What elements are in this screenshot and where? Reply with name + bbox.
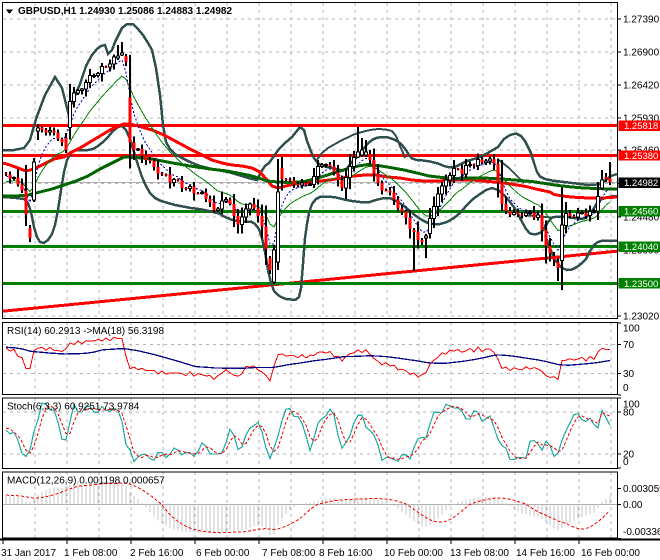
svg-text:1.24982: 1.24982: [624, 178, 658, 189]
svg-text:1.24560: 1.24560: [624, 207, 658, 218]
svg-text:0: 0: [623, 383, 629, 394]
svg-text:13 Feb 08:00: 13 Feb 08:00: [450, 548, 509, 559]
svg-text:1.23020: 1.23020: [623, 312, 660, 323]
svg-text:1.25818: 1.25818: [624, 121, 658, 132]
svg-text:2 Feb 16:00: 2 Feb 16:00: [130, 548, 184, 559]
svg-text:20: 20: [623, 449, 635, 460]
svg-text:RSI(14) 60.2913 ->MA(18) 56.3: RSI(14) 60.2913 ->MA(18) 56.3198: [7, 326, 164, 337]
svg-text:1.23500: 1.23500: [624, 279, 658, 290]
svg-text:100: 100: [623, 324, 640, 335]
svg-text:80: 80: [623, 408, 635, 419]
svg-text:1.24480: 1.24480: [623, 212, 660, 223]
svg-text:7 Feb 08:00: 7 Feb 08:00: [262, 548, 316, 559]
svg-text:Stoch(6,3,3) 60.9251 73.9784: Stoch(6,3,3) 60.9251 73.9784: [7, 402, 140, 413]
svg-text:10 Feb 00:00: 10 Feb 00:00: [384, 548, 443, 559]
svg-text:1.24040: 1.24040: [624, 242, 658, 253]
svg-text:1 Feb 08:00: 1 Feb 08:00: [64, 548, 118, 559]
svg-text:1.25380: 1.25380: [624, 151, 658, 162]
svg-text:6 Feb 00:00: 6 Feb 00:00: [196, 548, 250, 559]
svg-text:1.25930: 1.25930: [623, 114, 660, 125]
svg-text:16 Feb 00:00: 16 Feb 00:00: [581, 548, 640, 559]
svg-text:31 Jan 2017: 31 Jan 2017: [1, 548, 56, 559]
svg-text:0: 0: [623, 457, 629, 468]
svg-text:1.27390: 1.27390: [623, 14, 660, 25]
svg-text:1.26420: 1.26420: [623, 80, 660, 91]
svg-text:0.003059: 0.003059: [623, 484, 660, 495]
svg-text:14 Feb 16:00: 14 Feb 16:00: [516, 548, 575, 559]
svg-text:30: 30: [623, 369, 635, 380]
svg-text:100: 100: [623, 400, 640, 411]
svg-text:70: 70: [623, 340, 635, 351]
svg-text:-0.003366: -0.003366: [623, 527, 660, 538]
svg-text:1.26900: 1.26900: [623, 48, 660, 59]
svg-text:MACD(12,26,9) 0.001198 0.00065: MACD(12,26,9) 0.001198 0.000657: [7, 476, 165, 487]
svg-text:GBPUSD,H1 1.24930 1.25086 1.2: GBPUSD,H1 1.24930 1.25086 1.24883 1.2498…: [18, 6, 232, 17]
svg-text:8 Feb 16:00: 8 Feb 16:00: [319, 548, 373, 559]
svg-text:0.00: 0.00: [623, 500, 643, 511]
